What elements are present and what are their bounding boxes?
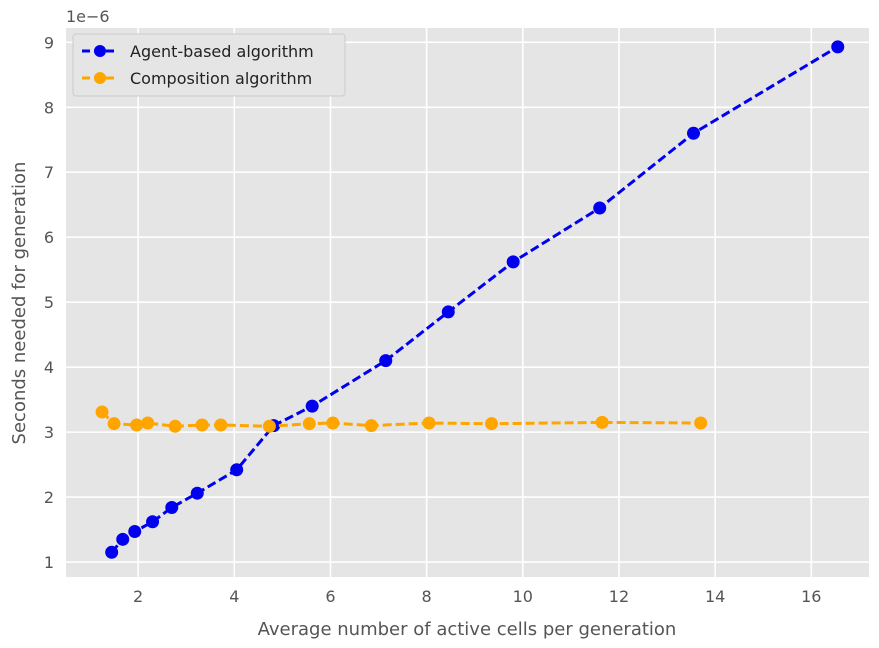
x-tick-label-3: 8 bbox=[422, 587, 432, 606]
series-1-point-4 bbox=[168, 419, 182, 433]
series-1-point-3 bbox=[141, 416, 155, 430]
series-0-point-0 bbox=[105, 545, 119, 559]
series-0-point-2 bbox=[128, 525, 142, 539]
series-0-point-8 bbox=[305, 399, 319, 413]
x-tick-label-0: 2 bbox=[133, 587, 143, 606]
series-1-point-13 bbox=[595, 415, 609, 429]
legend-entry-composition: Composition algorithm bbox=[130, 69, 312, 88]
series-1-point-12 bbox=[485, 417, 499, 431]
x-tick-label-6: 14 bbox=[705, 587, 725, 606]
grid-lines bbox=[66, 28, 869, 577]
series-1-point-2 bbox=[130, 418, 144, 432]
series-0-point-12 bbox=[593, 201, 607, 215]
series-0-point-9 bbox=[379, 354, 393, 368]
series-0-point-3 bbox=[146, 515, 160, 529]
series-0-point-14 bbox=[831, 40, 845, 54]
series-1-point-0 bbox=[95, 405, 109, 419]
series-1-point-9 bbox=[326, 416, 340, 430]
y-tick-labels: 1 2 3 4 5 6 7 8 9 bbox=[44, 33, 54, 572]
series-0-point-6 bbox=[230, 463, 244, 477]
y-tick-label-5: 6 bbox=[44, 228, 54, 247]
series-1-point-8 bbox=[302, 417, 316, 431]
series-0-point-4 bbox=[165, 500, 179, 514]
series-1-point-1 bbox=[107, 417, 121, 431]
series-0-point-1 bbox=[116, 532, 130, 546]
series-1-point-14 bbox=[694, 416, 708, 430]
y-tick-label-1: 2 bbox=[44, 488, 54, 507]
series-1-point-11 bbox=[422, 416, 436, 430]
legend-box bbox=[72, 33, 346, 97]
legend: Agent-based algorithm Composition algori… bbox=[72, 33, 346, 97]
x-tick-label-2: 6 bbox=[325, 587, 335, 606]
legend-marker-composition bbox=[94, 72, 106, 84]
y-tick-label-3: 4 bbox=[44, 358, 54, 377]
series-0-point-5 bbox=[190, 486, 204, 500]
series-0-point-10 bbox=[441, 305, 455, 319]
y-tick-label-6: 7 bbox=[44, 163, 54, 182]
series-layer bbox=[95, 40, 845, 559]
series-0-point-13 bbox=[686, 126, 700, 140]
x-tick-label-4: 10 bbox=[513, 587, 533, 606]
legend-marker-agent bbox=[94, 45, 106, 57]
x-tick-labels: 2 4 6 8 10 12 14 16 bbox=[133, 587, 821, 606]
series-0-point-11 bbox=[506, 255, 520, 269]
x-axis-label: Average number of active cells per gener… bbox=[258, 619, 677, 640]
y-tick-label-7: 8 bbox=[44, 98, 54, 117]
legend-entry-agent: Agent-based algorithm bbox=[130, 42, 314, 61]
y-tick-label-2: 3 bbox=[44, 423, 54, 442]
series-1-point-6 bbox=[214, 418, 228, 432]
y-offset-label: 1e−6 bbox=[66, 7, 110, 26]
x-tick-label-1: 4 bbox=[229, 587, 239, 606]
y-tick-label-8: 9 bbox=[44, 33, 54, 52]
series-1-point-10 bbox=[364, 419, 378, 433]
y-tick-label-4: 5 bbox=[44, 293, 54, 312]
x-tick-label-7: 16 bbox=[801, 587, 821, 606]
y-tick-label-0: 1 bbox=[44, 553, 54, 572]
series-1-point-7 bbox=[262, 419, 276, 433]
series-1-point-5 bbox=[195, 418, 209, 432]
y-axis-label: Seconds needed for generation bbox=[9, 162, 30, 445]
x-tick-label-5: 12 bbox=[609, 587, 629, 606]
